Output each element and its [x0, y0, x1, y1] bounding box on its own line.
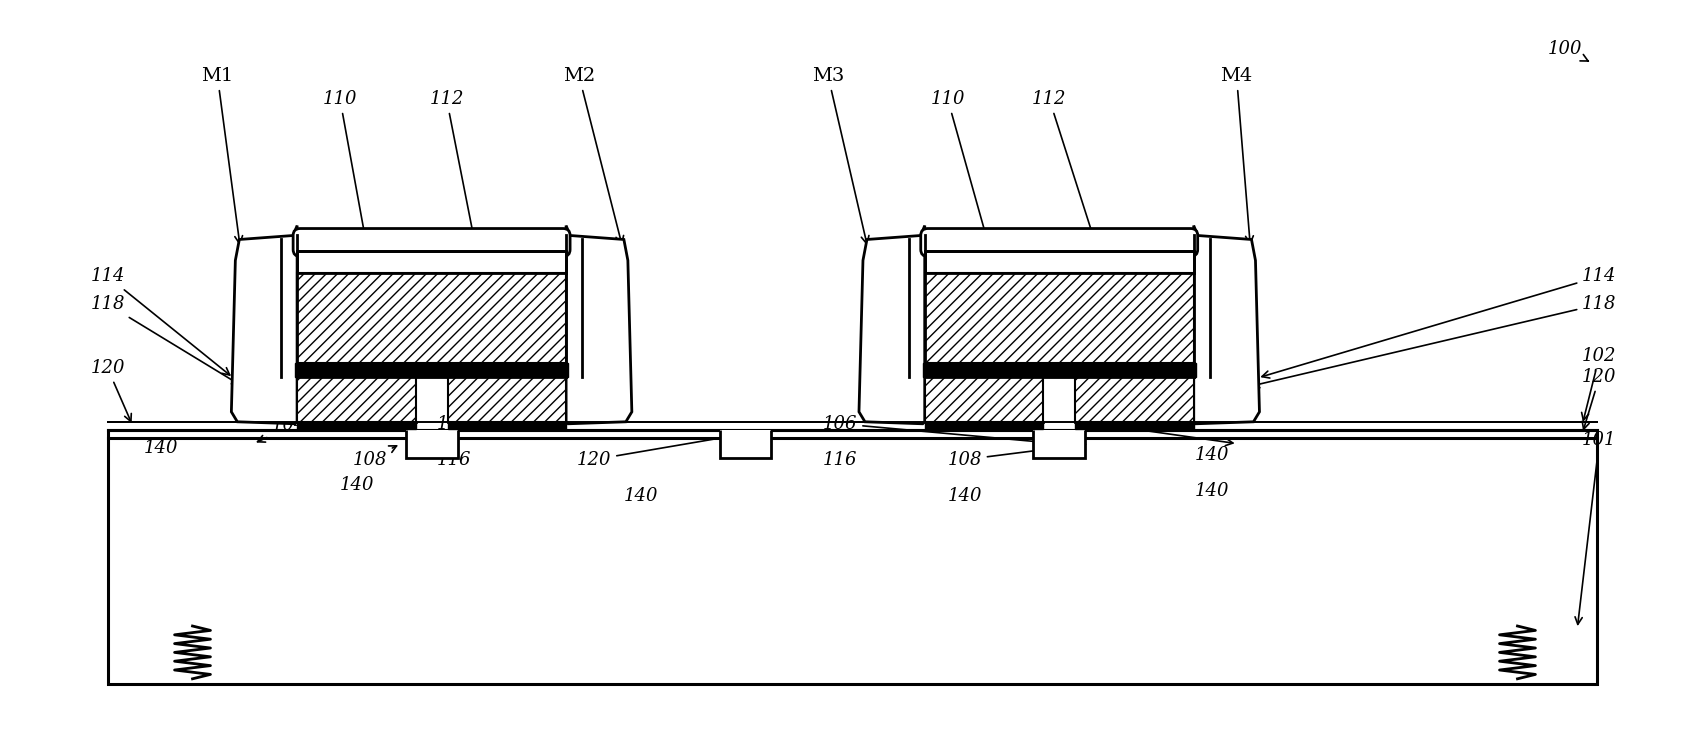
Text: 116: 116	[437, 451, 471, 468]
Text: 112: 112	[428, 90, 488, 297]
Polygon shape	[567, 226, 632, 424]
Text: 140: 140	[1195, 482, 1229, 499]
Text: 108: 108	[353, 446, 396, 468]
Bar	[925, 377, 1043, 421]
Bar	[108, 430, 1598, 684]
Text: 112: 112	[1033, 90, 1115, 297]
Text: 106: 106	[435, 415, 471, 441]
Text: M3: M3	[813, 67, 869, 244]
Bar	[925, 273, 1193, 363]
Text: 120: 120	[90, 359, 131, 421]
Bar	[447, 421, 567, 429]
Bar	[923, 363, 1195, 377]
Polygon shape	[720, 430, 772, 457]
Text: 101: 101	[1576, 431, 1617, 625]
Bar	[925, 421, 1043, 429]
Text: M2: M2	[563, 67, 623, 244]
Bar	[297, 273, 567, 363]
Bar	[447, 377, 567, 421]
Text: 110: 110	[323, 90, 379, 297]
Text: 110: 110	[930, 90, 1005, 297]
Polygon shape	[859, 226, 925, 424]
Text: 104b: 104b	[258, 416, 318, 442]
Polygon shape	[1033, 430, 1086, 457]
Polygon shape	[1193, 226, 1260, 424]
FancyBboxPatch shape	[920, 229, 1198, 257]
FancyBboxPatch shape	[294, 229, 570, 257]
Bar	[1075, 377, 1193, 421]
Bar	[297, 251, 567, 273]
Text: 140: 140	[623, 487, 659, 504]
Text: 104b: 104b	[1081, 416, 1232, 446]
Text: 114: 114	[1261, 268, 1617, 378]
Text: 116: 116	[823, 451, 857, 468]
Polygon shape	[406, 430, 457, 457]
Text: 102: 102	[1582, 347, 1617, 420]
Bar	[925, 251, 1193, 273]
Text: 106: 106	[823, 415, 1055, 446]
Polygon shape	[232, 226, 297, 424]
Text: 140: 140	[1195, 446, 1229, 464]
Bar	[295, 363, 568, 377]
Text: 118: 118	[1251, 295, 1617, 388]
Text: 120: 120	[1582, 368, 1617, 430]
Text: 140: 140	[143, 438, 178, 457]
Bar	[297, 421, 417, 429]
Text: 140: 140	[947, 487, 982, 504]
Bar	[297, 377, 417, 421]
Bar	[1075, 421, 1193, 429]
Text: 120: 120	[577, 432, 741, 468]
Text: 108: 108	[947, 441, 1086, 468]
Text: 114: 114	[90, 268, 230, 375]
Text: M4: M4	[1221, 67, 1253, 244]
Text: M1: M1	[201, 67, 242, 244]
Text: 140: 140	[340, 476, 374, 493]
Text: 100: 100	[1548, 40, 1588, 61]
Text: 118: 118	[90, 295, 239, 385]
